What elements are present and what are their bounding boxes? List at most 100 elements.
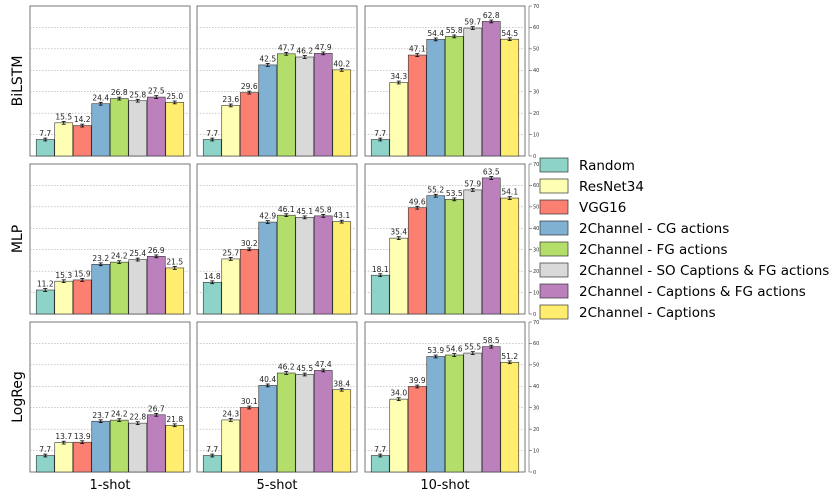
y-tick-label: 10 bbox=[533, 132, 539, 138]
bar bbox=[35, 139, 55, 157]
bar-value-label: 47.1 bbox=[409, 45, 426, 54]
bar-value-label: 25.8 bbox=[129, 90, 146, 99]
y-tick-label: 0 bbox=[533, 470, 536, 476]
bar bbox=[239, 248, 259, 315]
bar-value-label: 40.2 bbox=[333, 59, 350, 68]
bar bbox=[389, 82, 409, 157]
bar bbox=[332, 69, 352, 157]
y-tick-label: 0 bbox=[533, 312, 536, 318]
legend-swatch bbox=[539, 199, 569, 215]
bar bbox=[444, 36, 464, 157]
bar-value-label: 47.9 bbox=[315, 43, 332, 52]
legend-entry: ResNet34 bbox=[579, 179, 644, 195]
bar-value-label: 11.2 bbox=[37, 280, 54, 289]
bar bbox=[109, 98, 129, 157]
bar-value-label: 46.1 bbox=[278, 205, 295, 214]
bar bbox=[221, 258, 241, 315]
bar-value-label: 21.8 bbox=[166, 415, 183, 424]
bar-value-label: 45.5 bbox=[296, 364, 313, 373]
bar bbox=[54, 280, 74, 315]
bar-value-label: 40.4 bbox=[259, 375, 276, 384]
bar bbox=[463, 27, 483, 157]
y-tick-label: 30 bbox=[533, 90, 539, 96]
bar bbox=[295, 217, 315, 315]
bar-value-label: 43.1 bbox=[333, 211, 350, 220]
legend-swatch bbox=[539, 283, 569, 299]
bar-value-label: 49.6 bbox=[409, 197, 426, 206]
bar bbox=[463, 189, 483, 315]
bar-value-label: 63.5 bbox=[483, 168, 500, 177]
bar bbox=[202, 455, 222, 473]
bar bbox=[370, 139, 390, 157]
bar-value-label: 62.8 bbox=[483, 11, 500, 20]
bar bbox=[463, 352, 483, 473]
y-tick-label: 70 bbox=[533, 4, 539, 10]
bar bbox=[276, 214, 296, 315]
bar-value-label: 55.2 bbox=[427, 185, 444, 194]
bar-value-label: 54.5 bbox=[501, 29, 518, 38]
bar-value-label: 7.7 bbox=[374, 129, 386, 138]
bar bbox=[72, 441, 92, 473]
column-label: 10-shot bbox=[420, 478, 469, 493]
bar bbox=[109, 419, 129, 473]
bar-value-label: 24.3 bbox=[222, 410, 239, 419]
row-label: LogReg bbox=[10, 371, 26, 423]
bar-value-label: 26.9 bbox=[148, 246, 165, 255]
y-tick-label: 70 bbox=[533, 320, 539, 326]
bar bbox=[146, 96, 166, 157]
bar-value-label: 14.8 bbox=[204, 272, 221, 281]
legend-entry: 2Channel - Captions bbox=[579, 305, 716, 321]
legend-swatch bbox=[539, 178, 569, 194]
bar bbox=[500, 197, 520, 315]
bar bbox=[54, 442, 74, 473]
bar bbox=[258, 385, 278, 473]
y-tick-label: 50 bbox=[533, 205, 539, 211]
bar-value-label: 25.0 bbox=[166, 92, 183, 101]
bar bbox=[500, 38, 520, 157]
y-tick-label: 70 bbox=[533, 162, 539, 168]
bar bbox=[239, 92, 259, 157]
bar-value-label: 29.6 bbox=[241, 82, 258, 91]
bar-value-label: 7.7 bbox=[39, 129, 51, 138]
y-tick-label: 60 bbox=[533, 25, 539, 31]
bar-value-label: 45.8 bbox=[315, 205, 332, 214]
bar-value-label: 15.3 bbox=[55, 271, 72, 280]
bar bbox=[91, 263, 111, 315]
bar-value-label: 34.3 bbox=[390, 72, 407, 81]
bar bbox=[128, 100, 148, 157]
bar-value-label: 27.5 bbox=[148, 87, 165, 96]
bar-value-label: 7.7 bbox=[374, 445, 386, 454]
bar-value-label: 47.7 bbox=[278, 43, 295, 52]
bar-value-label: 35.4 bbox=[390, 228, 407, 237]
row-label: BiLSTM bbox=[10, 56, 26, 107]
bar-value-label: 53.9 bbox=[427, 346, 444, 355]
column-label: 5-shot bbox=[256, 478, 297, 493]
legend-swatch bbox=[539, 157, 569, 173]
bar bbox=[313, 370, 333, 473]
bar-value-label: 55.5 bbox=[464, 343, 481, 352]
legend-entry: VGG16 bbox=[579, 200, 626, 216]
bar-value-label: 23.6 bbox=[222, 95, 239, 104]
bar bbox=[72, 125, 92, 157]
bar-value-label: 59.7 bbox=[464, 18, 481, 27]
bar bbox=[313, 53, 333, 157]
bar bbox=[481, 21, 501, 157]
y-tick-label: 0 bbox=[533, 154, 536, 160]
bar bbox=[444, 354, 464, 473]
bar-value-label: 54.4 bbox=[427, 29, 444, 38]
bar-value-label: 7.7 bbox=[39, 445, 51, 454]
legend-entry: 2Channel - CG actions bbox=[579, 221, 729, 237]
bar-value-label: 23.2 bbox=[92, 254, 109, 263]
row-label: MLP bbox=[10, 225, 26, 253]
bar-value-label: 21.5 bbox=[166, 258, 183, 267]
bar bbox=[146, 256, 166, 315]
y-tick-label: 50 bbox=[533, 47, 539, 53]
bar bbox=[91, 420, 111, 473]
bar bbox=[481, 177, 501, 315]
bar-value-label: 58.5 bbox=[483, 336, 500, 345]
bar-value-label: 46.2 bbox=[278, 363, 295, 372]
y-tick-label: 50 bbox=[533, 363, 539, 369]
bar bbox=[389, 237, 409, 315]
bar bbox=[295, 56, 315, 157]
